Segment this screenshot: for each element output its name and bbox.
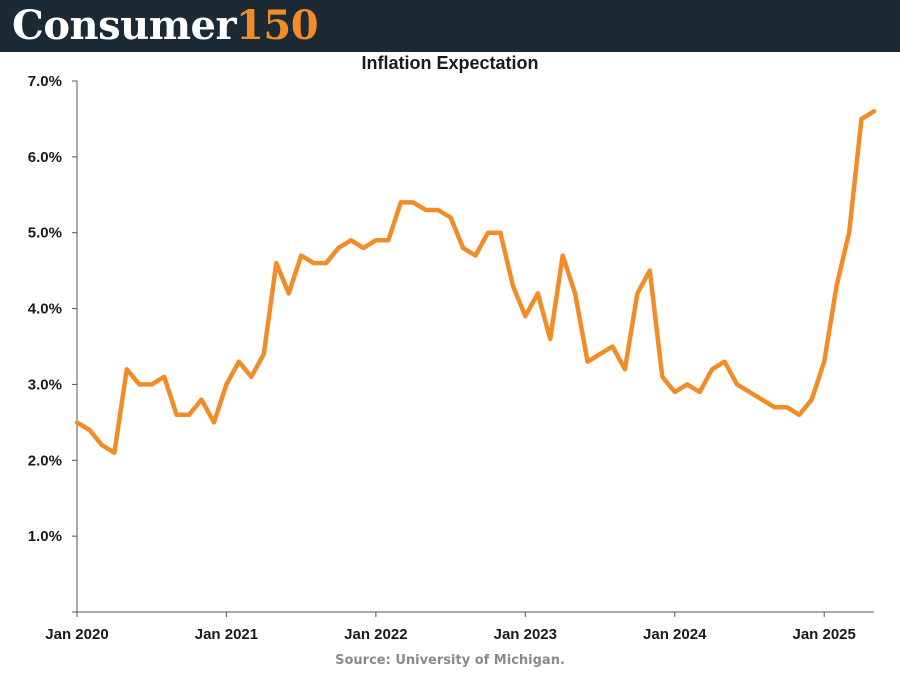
source-note: Source: University of Michigan. bbox=[335, 653, 565, 668]
y-tick-label: 4.0% bbox=[28, 301, 62, 318]
brand-logo: Consumer150 bbox=[12, 2, 319, 50]
chart-title: Inflation Expectation bbox=[361, 53, 539, 73]
y-tick-label: 7.0% bbox=[28, 73, 62, 90]
logo-word: Consumer bbox=[12, 2, 237, 49]
x-tick-label: Jan 2024 bbox=[643, 626, 707, 643]
x-tick-label: Jan 2022 bbox=[344, 626, 407, 643]
y-tick-label: 6.0% bbox=[28, 149, 62, 166]
logo-number: 150 bbox=[236, 2, 319, 49]
x-tick-label: Jan 2021 bbox=[195, 626, 258, 643]
y-tick-label: 3.0% bbox=[28, 376, 62, 393]
inflation-expectation-line bbox=[74, 109, 877, 455]
header-bar: Consumer150 bbox=[0, 0, 900, 52]
y-tick-label: 1.0% bbox=[28, 528, 62, 545]
x-tick-label: Jan 2025 bbox=[792, 626, 855, 643]
y-tick-label: 2.0% bbox=[28, 452, 62, 469]
y-tick-label: 5.0% bbox=[28, 225, 62, 242]
x-tick-label: Jan 2020 bbox=[45, 626, 108, 643]
x-tick-label: Jan 2023 bbox=[494, 626, 557, 643]
